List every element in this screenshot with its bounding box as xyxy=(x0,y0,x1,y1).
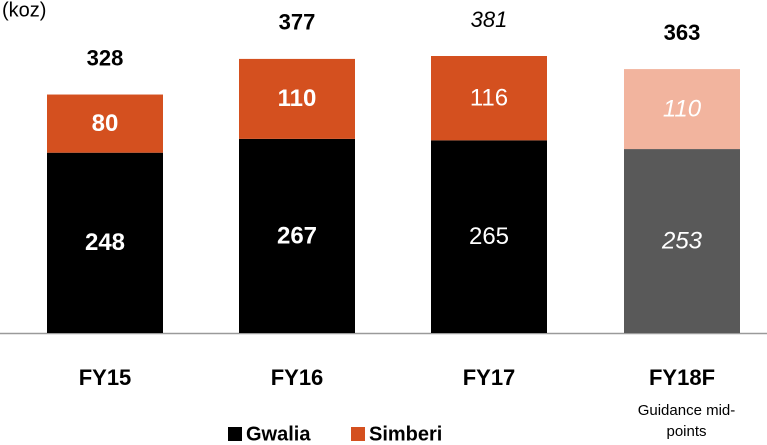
bar-segment xyxy=(239,138,355,333)
segment-label: 253 xyxy=(661,227,703,254)
bar-segment xyxy=(431,56,547,141)
segment-label: 248 xyxy=(85,229,125,256)
bar-segment xyxy=(624,69,740,150)
x-tick-label: FY17 xyxy=(463,365,516,390)
total-label: 363 xyxy=(664,20,701,45)
bar-segment xyxy=(47,152,163,333)
annotation-box: Guidance mid-points xyxy=(637,402,736,440)
segment-label: 116 xyxy=(470,85,508,112)
x-tick-label: FY15 xyxy=(79,365,132,390)
legend-swatch xyxy=(351,427,365,441)
bar-segment xyxy=(47,94,163,153)
x-tick-label: FY18F xyxy=(649,365,715,390)
bar-segment xyxy=(624,149,740,333)
segment-label: 110 xyxy=(278,85,317,112)
segment-label: 265 xyxy=(469,223,509,250)
annotation: Guidance mid-points xyxy=(637,402,736,440)
segment-label: 80 xyxy=(92,110,119,137)
bar-segment xyxy=(239,58,355,139)
total-label: 328 xyxy=(87,45,124,70)
legend-label: Simberi xyxy=(369,423,442,445)
total-label: 381 xyxy=(471,7,508,32)
x-tick-label: FY16 xyxy=(271,365,324,390)
segment-label: 267 xyxy=(277,222,317,249)
bar-segment xyxy=(431,140,547,333)
legend-swatch xyxy=(228,427,242,441)
total-label: 377 xyxy=(279,10,316,35)
unit-label: (koz) xyxy=(2,0,46,21)
segment-label: 110 xyxy=(663,95,702,122)
legend-label: Gwalia xyxy=(246,423,311,445)
